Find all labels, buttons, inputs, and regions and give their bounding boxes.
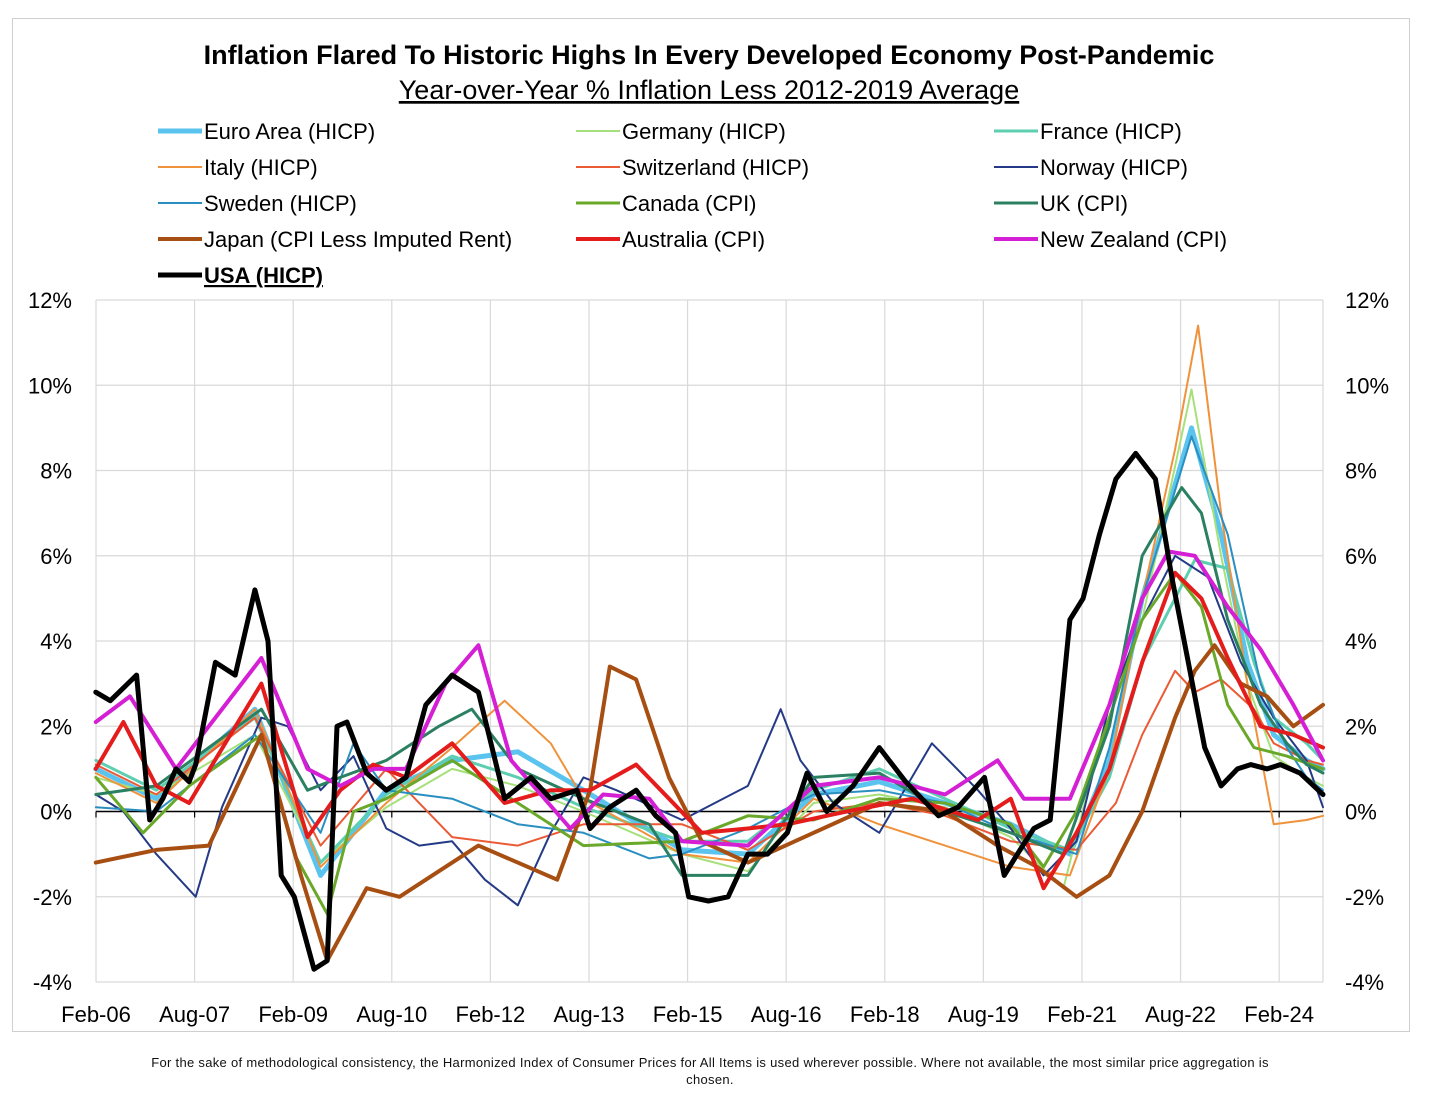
series-line-italy-hicp	[94, 324, 1324, 877]
chart-subtitle: Year-over-Year % Inflation Less 2012-201…	[399, 75, 1019, 105]
legend-label-usa-hicp: USA (HICP)	[204, 263, 323, 288]
y-tick-label-right: 10%	[1345, 373, 1389, 398]
series-line-australia-cpi	[93, 570, 1325, 891]
legend-label-switzerland-hicp: Switzerland (HICP)	[622, 155, 809, 180]
y-tick-label-left: 8%	[40, 459, 72, 484]
y-tick-label-left: -2%	[33, 885, 72, 910]
x-tick-label: Feb-18	[850, 1002, 920, 1027]
y-tick-label-left: 2%	[40, 714, 72, 739]
x-tick-label: Aug-19	[948, 1002, 1019, 1027]
series-line-france-hicp	[94, 558, 1325, 865]
x-tick-label: Feb-12	[456, 1002, 526, 1027]
x-tick-label: Aug-07	[159, 1002, 230, 1027]
x-tick-label: Aug-16	[751, 1002, 822, 1027]
legend-label-canada-cpi: Canada (CPI)	[622, 191, 757, 216]
legend-label-germany-hicp: Germany (HICP)	[622, 119, 786, 144]
y-tick-label-left: 6%	[40, 544, 72, 569]
plot-area: -4% -4% -2% -2% 0% 0% 2% 2% 4% 4% 6% 6% 8% 8% 10% 10% 12…	[28, 288, 1389, 1027]
x-tick-label: Feb-15	[653, 1002, 723, 1027]
y-tick-label-right: 2%	[1345, 714, 1377, 739]
legend-label-uk-cpi: UK (CPI)	[1040, 191, 1128, 216]
x-tick-label: Aug-22	[1145, 1002, 1216, 1027]
series-line-usa-hicp	[93, 450, 1326, 972]
x-tick-label: Aug-13	[554, 1002, 625, 1027]
chart-title: Inflation Flared To Historic Highs In Ev…	[204, 40, 1215, 70]
y-tick-label-right: 4%	[1345, 629, 1377, 654]
legend: Euro Area (HICP) Germany (HICP) France (HI…	[158, 119, 1227, 288]
series-line-japan-cpi-less-imputed-rent	[93, 643, 1325, 963]
y-tick-label-right: 0%	[1345, 800, 1377, 825]
legend-label-norway-hicp: Norway (HICP)	[1040, 155, 1188, 180]
x-tick-label: Feb-24	[1244, 1002, 1314, 1027]
legend-label-japan-cpi-less-imputed-rent: Japan (CPI Less Imputed Rent)	[204, 227, 512, 252]
y-tick-label-left: 10%	[28, 373, 72, 398]
y-tick-label-right: 12%	[1345, 288, 1389, 313]
x-tick-label: Aug-10	[356, 1002, 427, 1027]
legend-label-italy-hicp: Italy (HICP)	[204, 155, 318, 180]
y-tick-label-left: 12%	[28, 288, 72, 313]
series-line-uk-cpi	[94, 486, 1325, 877]
legend-label-new-zealand-cpi: New Zealand (CPI)	[1040, 227, 1227, 252]
y-tick-label-right: 8%	[1345, 459, 1377, 484]
y-tick-label-right: -2%	[1345, 885, 1384, 910]
footnote: For the sake of methodological consisten…	[151, 1055, 1269, 1087]
x-tick-label: Feb-21	[1047, 1002, 1117, 1027]
chart: Inflation Flared To Historic Highs In Ev…	[28, 40, 1389, 1027]
y-tick-label-left: 0%	[40, 800, 72, 825]
legend-label-france-hicp: France (HICP)	[1040, 119, 1182, 144]
y-tick-label-left: 4%	[40, 629, 72, 654]
chart-frame	[12, 18, 1410, 1032]
legend-label-australia-cpi: Australia (CPI)	[622, 227, 765, 252]
y-tick-label-left: -4%	[33, 970, 72, 995]
y-tick-label-right: 6%	[1345, 544, 1377, 569]
legend-label-euro-area-hicp: Euro Area (HICP)	[204, 119, 375, 144]
y-tick-label-right: -4%	[1345, 970, 1384, 995]
series-line-norway-hicp	[94, 554, 1324, 907]
x-tick-label: Feb-06	[61, 1002, 131, 1027]
legend-label-sweden-hicp: Sweden (HICP)	[204, 191, 357, 216]
x-tick-label: Feb-09	[258, 1002, 328, 1027]
